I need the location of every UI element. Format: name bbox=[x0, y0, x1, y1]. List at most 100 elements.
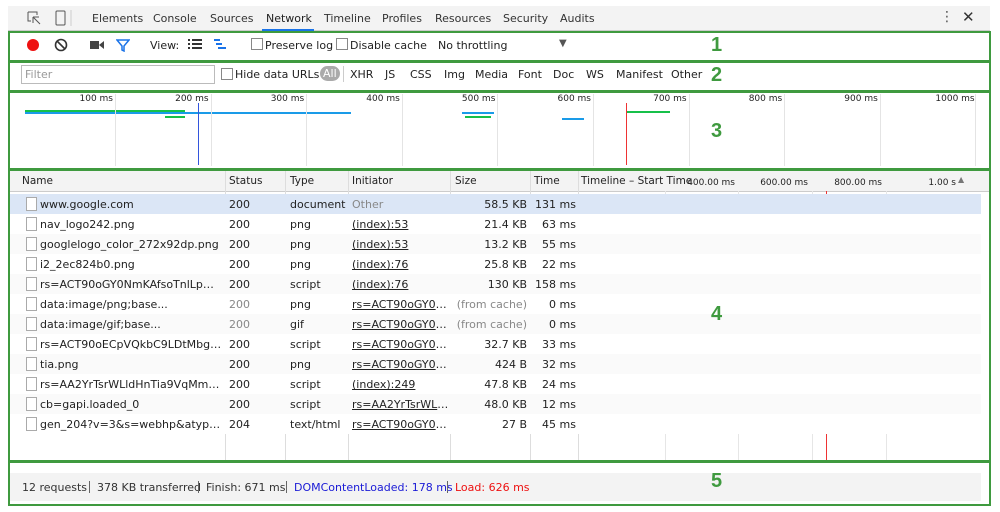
request-name[interactable]: rs=AA2YrTsrWLldHnTia9VqMmajeJ95... bbox=[40, 378, 222, 391]
column-header[interactable]: Status bbox=[229, 175, 263, 187]
request-cell: 200 bbox=[229, 298, 250, 311]
file-icon bbox=[26, 317, 37, 331]
request-cell[interactable]: rs=ACT90oGY0Nm... bbox=[352, 358, 450, 371]
tab[interactable]: Resources bbox=[435, 12, 492, 25]
table-row[interactable] bbox=[10, 354, 981, 374]
tab[interactable]: Security bbox=[503, 12, 549, 25]
overview-line bbox=[465, 116, 491, 118]
column-header[interactable]: Name bbox=[22, 175, 53, 187]
type-filter[interactable]: Font bbox=[518, 68, 542, 81]
column-header[interactable]: Size bbox=[455, 175, 477, 187]
clear-button[interactable] bbox=[54, 38, 68, 52]
request-name[interactable]: data:image/gif;base... bbox=[40, 318, 161, 331]
dropdown-arrow[interactable]: ▼ bbox=[559, 38, 567, 49]
request-cell: 25.8 KB bbox=[484, 258, 527, 271]
file-icon bbox=[26, 377, 37, 391]
request-cell: 200 bbox=[229, 378, 250, 391]
tab[interactable]: Profiles bbox=[382, 12, 422, 25]
separator bbox=[343, 66, 344, 82]
record-button[interactable] bbox=[27, 39, 39, 51]
request-cell: 200 bbox=[229, 338, 250, 351]
table-row[interactable] bbox=[10, 294, 981, 314]
type-filter[interactable]: XHR bbox=[350, 68, 374, 81]
type-filter[interactable]: WS bbox=[586, 68, 604, 81]
close-icon[interactable]: ✕ bbox=[962, 8, 975, 26]
table-row[interactable] bbox=[10, 274, 981, 294]
filter-button[interactable] bbox=[116, 38, 130, 52]
request-cell[interactable]: rs=ACT90oGY0Nm... bbox=[352, 418, 450, 431]
disable-cache-checkbox[interactable] bbox=[336, 38, 348, 50]
table-row[interactable] bbox=[10, 414, 981, 434]
request-cell[interactable]: (index):76 bbox=[352, 278, 409, 291]
request-cell[interactable]: rs=AA2YrTsrWLldH... bbox=[352, 398, 450, 411]
preserve-log-checkbox[interactable] bbox=[251, 38, 263, 50]
overview-line bbox=[165, 116, 185, 118]
type-filter[interactable]: Media bbox=[475, 68, 509, 81]
sort-arrow[interactable]: ▲ bbox=[958, 175, 965, 184]
request-cell: 200 bbox=[229, 278, 250, 291]
request-cell: 22 ms bbox=[542, 258, 576, 271]
table-row[interactable] bbox=[10, 214, 981, 234]
request-cell[interactable]: rs=ACT90oGY0Nm... bbox=[352, 338, 450, 351]
request-name[interactable]: tia.png bbox=[40, 358, 79, 371]
request-cell[interactable]: (index):76 bbox=[352, 258, 409, 271]
type-filter[interactable]: Doc bbox=[553, 68, 575, 81]
request-cell[interactable]: Other bbox=[352, 198, 384, 211]
request-name[interactable]: googlelogo_color_272x92dp.png bbox=[40, 238, 219, 251]
request-cell: 200 bbox=[229, 218, 250, 231]
table-row[interactable] bbox=[10, 254, 981, 274]
hide-data-urls-checkbox[interactable] bbox=[221, 68, 233, 80]
tab[interactable]: Console bbox=[153, 12, 197, 25]
type-filter[interactable]: JS bbox=[385, 68, 396, 81]
filter-input[interactable]: Filter bbox=[21, 65, 215, 84]
request-name[interactable]: cb=gapi.loaded_0 bbox=[40, 398, 140, 411]
column-header[interactable]: Type bbox=[290, 175, 315, 187]
menu-icon[interactable]: ⋮ bbox=[940, 9, 954, 25]
request-cell: 48.0 KB bbox=[484, 398, 527, 411]
tab[interactable]: Timeline bbox=[324, 12, 371, 25]
type-filter[interactable]: Manifest bbox=[616, 68, 663, 81]
column-header[interactable]: Time bbox=[534, 175, 560, 187]
request-cell[interactable]: rs=ACT90oGY0Nm... bbox=[352, 298, 450, 311]
request-name[interactable]: gen_204?v=3&s=webhp&atyp=csi&e... bbox=[40, 418, 222, 431]
tab[interactable]: Elements bbox=[92, 12, 144, 25]
column-header[interactable]: Initiator bbox=[352, 175, 393, 187]
throttling-select[interactable]: No throttling bbox=[438, 39, 508, 52]
request-name[interactable]: www.google.com bbox=[40, 198, 134, 211]
summary-item: Finish: 671 ms bbox=[206, 481, 286, 494]
request-name[interactable]: rs=ACT90oGY0NmKAfsoTnlLpOoWvB... bbox=[40, 278, 222, 291]
request-cell: 24 ms bbox=[542, 378, 576, 391]
table-row[interactable] bbox=[10, 334, 981, 354]
type-filter[interactable]: Img bbox=[444, 68, 465, 81]
file-icon bbox=[26, 417, 37, 431]
request-cell: 200 bbox=[229, 198, 250, 211]
type-filter[interactable]: Other bbox=[671, 68, 703, 81]
tab[interactable]: Network bbox=[266, 12, 312, 25]
table-row[interactable] bbox=[10, 234, 981, 254]
summary-item: Load: 626 ms bbox=[455, 481, 530, 494]
tab[interactable]: Audits bbox=[560, 12, 595, 25]
table-row[interactable] bbox=[10, 194, 981, 214]
request-cell: 13.2 KB bbox=[484, 238, 527, 251]
view-icons[interactable] bbox=[188, 39, 228, 51]
request-cell[interactable]: (index):53 bbox=[352, 238, 409, 251]
table-row[interactable] bbox=[10, 314, 981, 334]
request-name[interactable]: nav_logo242.png bbox=[40, 218, 135, 231]
request-name[interactable]: i2_2ec824b0.png bbox=[40, 258, 135, 271]
request-name[interactable]: data:image/png;base... bbox=[40, 298, 168, 311]
inspect-icons[interactable] bbox=[26, 10, 72, 26]
capture-screenshots[interactable] bbox=[90, 40, 104, 50]
table-row[interactable] bbox=[10, 374, 981, 394]
tab[interactable]: Sources bbox=[210, 12, 254, 25]
file-icon bbox=[26, 237, 37, 251]
request-cell[interactable]: (index):53 bbox=[352, 218, 409, 231]
request-cell[interactable]: rs=ACT90oGY0Nm... bbox=[352, 318, 450, 331]
request-cell: 200 bbox=[229, 398, 250, 411]
request-name[interactable]: rs=ACT90oECpVQkbC9LDtMbgVGuN... bbox=[40, 338, 222, 351]
table-row[interactable] bbox=[10, 394, 981, 414]
request-cell[interactable]: (index):249 bbox=[352, 378, 416, 391]
column-header[interactable]: Timeline – Start Time bbox=[581, 175, 693, 187]
request-cell: text/html bbox=[290, 418, 341, 431]
type-filter[interactable]: CSS bbox=[410, 68, 432, 81]
type-filter[interactable]: All bbox=[320, 66, 340, 81]
